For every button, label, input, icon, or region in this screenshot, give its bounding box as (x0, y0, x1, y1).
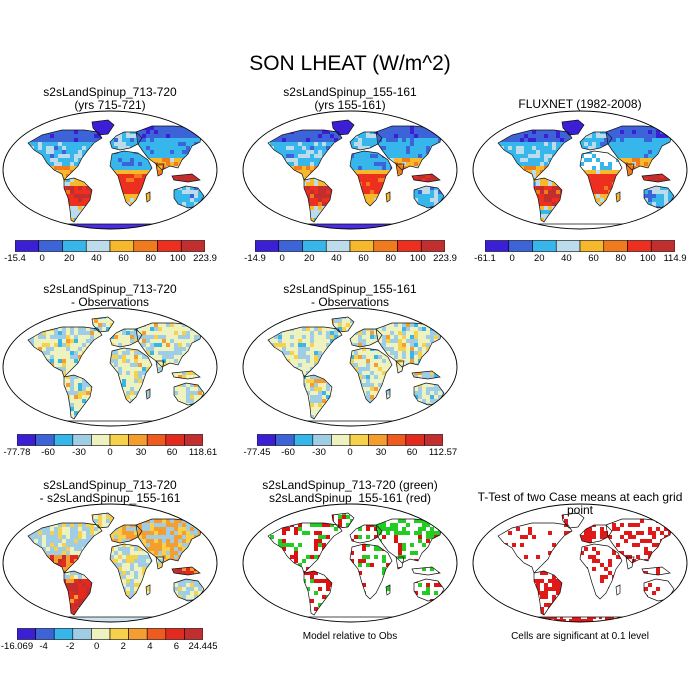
colorbar-label: -60 (281, 447, 295, 458)
colorbar-label: 114.9 (663, 253, 686, 264)
colorbar-label: 112.57 (429, 447, 457, 458)
panel-note: Cells are significant at 0.1 level (470, 631, 690, 642)
antarctica-cells (512, 613, 650, 625)
world-map-panel-6 (2, 503, 218, 623)
colorbar-label: -14.9 (244, 253, 266, 264)
colorbar-2: -14.9 0 20 40 60 80 100 223.9 (255, 240, 445, 266)
colorbar-label: 30 (376, 447, 387, 458)
colorbar-label: -16.069 (1, 641, 33, 652)
colorbar-swatches (485, 240, 675, 252)
antarctica-cells (282, 220, 420, 232)
colorbar-swatches (257, 434, 443, 446)
colorbar-label: 60 (118, 253, 129, 264)
colorbar-swatches (17, 628, 203, 640)
colorbar-5: -77.45 -60 -30 0 30 60 112.57 (257, 434, 443, 460)
antarctica-cells (42, 613, 180, 625)
colorbar-label: -77.45 (244, 447, 271, 458)
world-map-panel-7 (242, 503, 458, 623)
colorbar-label: 60 (358, 253, 369, 264)
world-map-panel-4 (2, 307, 218, 427)
world-map-panel-3 (472, 110, 688, 230)
colorbar-1: -15.4 0 20 40 60 80 100 223.9 (15, 240, 205, 266)
panel-title-4: s2sLandSpinup_713-720- Observations (0, 283, 220, 309)
panel-title-5: s2sLandSpinup_155-161- Observations (240, 283, 460, 309)
colorbar-label: 223.9 (433, 253, 457, 264)
colorbar-label: -15.4 (4, 253, 26, 264)
colorbar-label: -4 (39, 641, 47, 652)
colorbar-label: 60 (407, 447, 418, 458)
colorbar-label: 20 (64, 253, 75, 264)
colorbar-6: -16.069 -4 -2 0 2 4 6 24.445 (17, 628, 203, 654)
colorbar-label: 20 (534, 253, 545, 264)
colorbar-label: 30 (136, 447, 147, 458)
world-map-panel-1 (2, 110, 218, 230)
panel-title-2: s2sLandSpinup_155-161 (yrs 155-161) (240, 86, 460, 112)
colorbar-label: -60 (41, 447, 55, 458)
panel-title-7: s2sLandSpinup_713-720 (green) s2sLandSpin… (240, 479, 460, 505)
colorbar-label: 20 (304, 253, 315, 264)
colorbar-label: 0 (107, 447, 112, 458)
colorbar-4: -77.78 -60 -30 0 30 60 118.61 (17, 434, 203, 460)
colorbar-label: 80 (385, 253, 396, 264)
colorbar-3: -61.1 0 20 40 60 80 100 114.9 (485, 240, 675, 266)
colorbar-swatches (17, 434, 203, 446)
colorbar-label: 0 (509, 253, 514, 264)
colorbar-label: 100 (170, 253, 186, 264)
world-map-panel-2 (242, 110, 458, 230)
colorbar-label: 223.9 (193, 253, 217, 264)
colorbar-label: 40 (561, 253, 572, 264)
colorbar-label: 0 (279, 253, 284, 264)
colorbar-label: -61.1 (474, 253, 496, 264)
colorbar-label: 40 (91, 253, 102, 264)
colorbar-label: 80 (615, 253, 626, 264)
colorbar-label: -30 (72, 447, 86, 458)
colorbar-label: 60 (167, 447, 178, 458)
panel-title-6: s2sLandSpinup_713-720- s2sLandSpinup_155… (0, 479, 220, 505)
colorbar-label: 4 (147, 641, 152, 652)
colorbar-swatches (255, 240, 445, 252)
colorbar-label: 0 (94, 641, 99, 652)
colorbar-label: 40 (331, 253, 342, 264)
panel-note: Model relative to Obs (240, 631, 460, 642)
world-map-panel-5 (242, 307, 458, 427)
colorbar-label: -30 (312, 447, 326, 458)
colorbar-label: 118.61 (189, 447, 217, 458)
colorbar-label: -2 (66, 641, 74, 652)
colorbar-label: 60 (588, 253, 599, 264)
antarctica-cells (42, 220, 180, 232)
colorbar-label: 80 (145, 253, 156, 264)
colorbar-label: 100 (410, 253, 426, 264)
colorbar-swatches (15, 240, 205, 252)
figure-title: SON LHEAT (W/m^2) (0, 52, 700, 76)
colorbar-label: 100 (640, 253, 656, 264)
colorbar-label: 0 (39, 253, 44, 264)
colorbar-label: 24.445 (188, 641, 217, 652)
colorbar-label: 6 (174, 641, 179, 652)
colorbar-label: -77.78 (4, 447, 31, 458)
panel-title-1: s2sLandSpinup_713-720 (yrs 715-721) (0, 86, 220, 112)
world-map-panel-8 (472, 503, 688, 623)
colorbar-label: 2 (121, 641, 126, 652)
colorbar-label: 0 (347, 447, 352, 458)
